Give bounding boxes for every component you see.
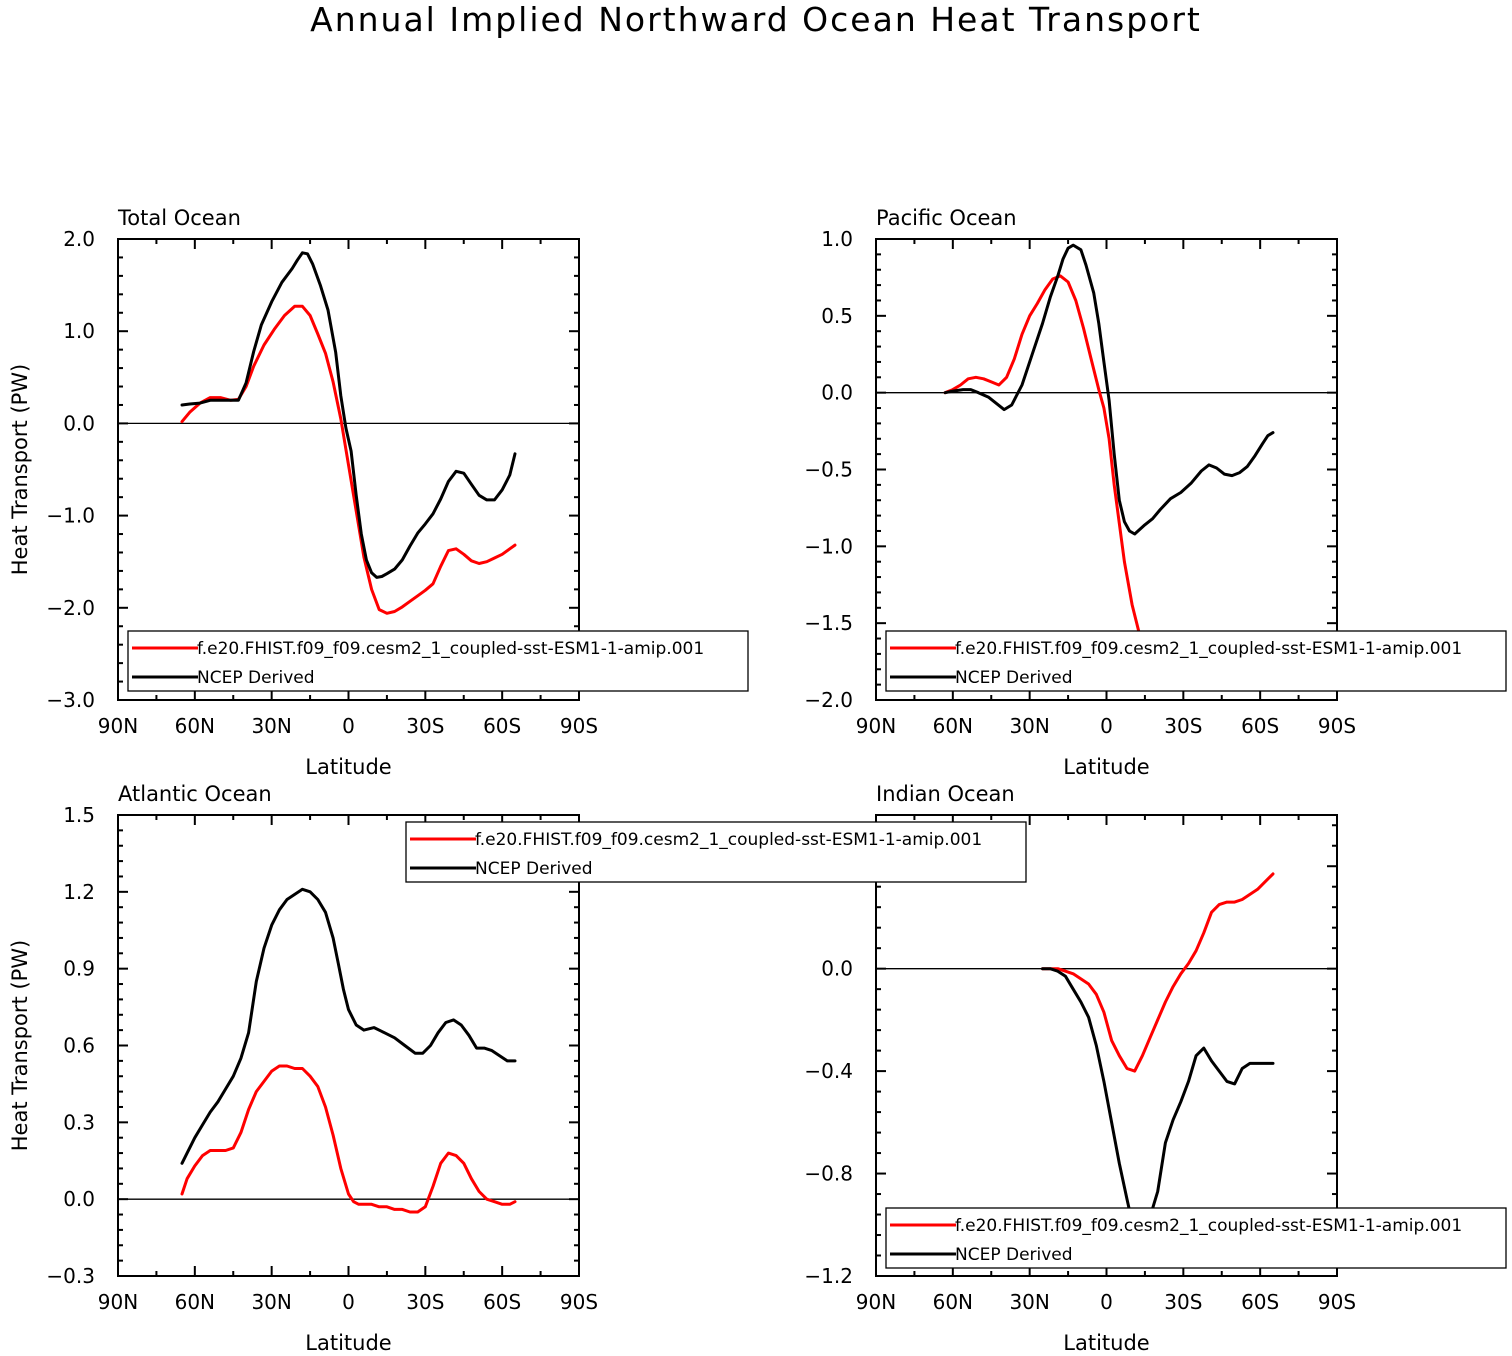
x-axis-label: Latitude bbox=[305, 1331, 391, 1355]
y-tick-label: 0.0 bbox=[821, 381, 853, 405]
panel-1: 90N 60N 30N 0 30S 60S 90S 2.0 1.0 0.0 −1.0 −2.0 −3.0… bbox=[8, 206, 598, 779]
x-tick-label: 90N bbox=[98, 714, 138, 738]
legend-box bbox=[127, 630, 749, 692]
y-tick-label: −1.0 bbox=[804, 534, 853, 558]
x-tick-label: 90S bbox=[1318, 1290, 1356, 1314]
y-tick-label: −0.4 bbox=[804, 1059, 853, 1083]
y-tick-label: 0.0 bbox=[63, 1187, 95, 1211]
x-axis-label: Latitude bbox=[1063, 755, 1149, 779]
panel-2: 90N 60N 30N 0 30S 60S 90S 1.0 0.5 0.0 −0.5 −1.0 −1.5… bbox=[804, 206, 1356, 779]
x-tick-label: 60S bbox=[483, 1290, 521, 1314]
x-tick-label: 0 bbox=[342, 1290, 355, 1314]
legend-1: f.e20.FHIST.f09_f09.cesm2_1_coupled-sst-… bbox=[127, 630, 749, 692]
legend-label: f.e20.FHIST.f09_f09.cesm2_1_coupled-sst-… bbox=[475, 830, 982, 850]
series-line-ncep bbox=[1041, 967, 1275, 1237]
x-tick-label: 30S bbox=[406, 714, 444, 738]
legend-4: f.e20.FHIST.f09_f09.cesm2_1_coupled-sst-… bbox=[885, 1207, 1507, 1269]
x-tick-label: 60S bbox=[483, 714, 521, 738]
series-line-ncep bbox=[180, 251, 517, 579]
x-tick-label: 30N bbox=[251, 714, 291, 738]
x-tick-label: 0 bbox=[1100, 1290, 1113, 1314]
x-tick-label: 90N bbox=[98, 1290, 138, 1314]
series-line-model bbox=[180, 304, 517, 615]
legend-label: NCEP Derived bbox=[197, 668, 315, 688]
y-tick-label: −0.5 bbox=[804, 458, 853, 482]
x-tick-label: 90S bbox=[1318, 714, 1356, 738]
legend-box bbox=[405, 821, 1027, 883]
series-line-ncep bbox=[180, 887, 517, 1165]
x-tick-label: 60N bbox=[933, 714, 973, 738]
plot-frame bbox=[117, 814, 580, 1277]
y-tick-label: −0.8 bbox=[804, 1162, 853, 1186]
series-line-model bbox=[180, 1064, 517, 1214]
legend-2: f.e20.FHIST.f09_f09.cesm2_1_coupled-sst-… bbox=[885, 630, 1507, 692]
panel-title: Total Ocean bbox=[117, 206, 241, 230]
x-tick-label: 90S bbox=[560, 714, 598, 738]
x-axis-label: Latitude bbox=[1063, 1331, 1149, 1355]
y-tick-label: −2.0 bbox=[46, 596, 95, 620]
y-tick-label: −1.0 bbox=[46, 504, 95, 528]
y-tick-label: −1.5 bbox=[804, 611, 853, 635]
y-tick-label: 0.9 bbox=[63, 957, 95, 981]
y-tick-label: −2.0 bbox=[804, 688, 853, 712]
x-tick-label: 30S bbox=[1164, 714, 1202, 738]
x-tick-label: 30S bbox=[406, 1290, 444, 1314]
y-tick-label: −0.3 bbox=[46, 1264, 95, 1288]
y-tick-label: 1.0 bbox=[821, 227, 853, 251]
y-axis-label: Heat Transport (PW) bbox=[8, 364, 32, 576]
x-axis-label: Latitude bbox=[305, 755, 391, 779]
legend-label: NCEP Derived bbox=[955, 668, 1073, 688]
x-tick-label: 0 bbox=[1100, 714, 1113, 738]
y-tick-label: 1.0 bbox=[63, 319, 95, 343]
legend-box bbox=[885, 630, 1507, 692]
x-tick-label: 90N bbox=[856, 1290, 896, 1314]
legend-3: f.e20.FHIST.f09_f09.cesm2_1_coupled-sst-… bbox=[405, 821, 1027, 883]
legend-label: NCEP Derived bbox=[955, 1245, 1073, 1265]
x-tick-label: 30N bbox=[251, 1290, 291, 1314]
panel-title: Pacific Ocean bbox=[876, 206, 1017, 230]
x-tick-label: 30S bbox=[1164, 1290, 1202, 1314]
legend-label: f.e20.FHIST.f09_f09.cesm2_1_coupled-sst-… bbox=[955, 1216, 1462, 1236]
x-tick-label: 90S bbox=[560, 1290, 598, 1314]
panel-4: 90N60N30N030S60S90S0.40.0−0.4−0.8−1.2Ind… bbox=[804, 782, 1356, 1355]
x-tick-label: 60N bbox=[175, 1290, 215, 1314]
y-axis-label: Heat Transport (PW) bbox=[8, 940, 32, 1152]
legend-label: f.e20.FHIST.f09_f09.cesm2_1_coupled-sst-… bbox=[955, 639, 1462, 659]
panel-title: Atlantic Ocean bbox=[118, 782, 272, 806]
x-tick-label: 60S bbox=[1241, 714, 1279, 738]
x-tick-label: 60S bbox=[1241, 1290, 1279, 1314]
legend-box bbox=[885, 1207, 1507, 1269]
y-tick-label: 2.0 bbox=[63, 227, 95, 251]
series-line-model bbox=[1041, 872, 1275, 1073]
series-line-ncep bbox=[943, 243, 1275, 536]
y-tick-label: −3.0 bbox=[46, 688, 95, 712]
x-tick-label: 90N bbox=[856, 714, 896, 738]
y-tick-label: 0.3 bbox=[63, 1110, 95, 1134]
x-tick-label: 60N bbox=[175, 714, 215, 738]
x-tick-label: 30N bbox=[1009, 1290, 1049, 1314]
y-tick-label: 0.0 bbox=[63, 411, 95, 435]
y-tick-label: 0.5 bbox=[821, 304, 853, 328]
y-tick-label: −1.2 bbox=[804, 1264, 853, 1288]
panel-title: Indian Ocean bbox=[876, 782, 1015, 806]
x-tick-label: 30N bbox=[1009, 714, 1049, 738]
y-tick-label: 1.5 bbox=[63, 803, 95, 827]
legend-label: NCEP Derived bbox=[475, 859, 593, 879]
figure-title: Annual Implied Northward Ocean Heat Tran… bbox=[310, 0, 1202, 39]
x-tick-label: 0 bbox=[342, 714, 355, 738]
legend-label: f.e20.FHIST.f09_f09.cesm2_1_coupled-sst-… bbox=[197, 639, 704, 659]
y-tick-label: 0.0 bbox=[821, 957, 853, 981]
y-tick-label: 0.6 bbox=[63, 1034, 95, 1058]
plot-frame bbox=[875, 814, 1338, 1277]
x-tick-label: 60N bbox=[933, 1290, 973, 1314]
y-tick-label: 1.2 bbox=[63, 880, 95, 904]
